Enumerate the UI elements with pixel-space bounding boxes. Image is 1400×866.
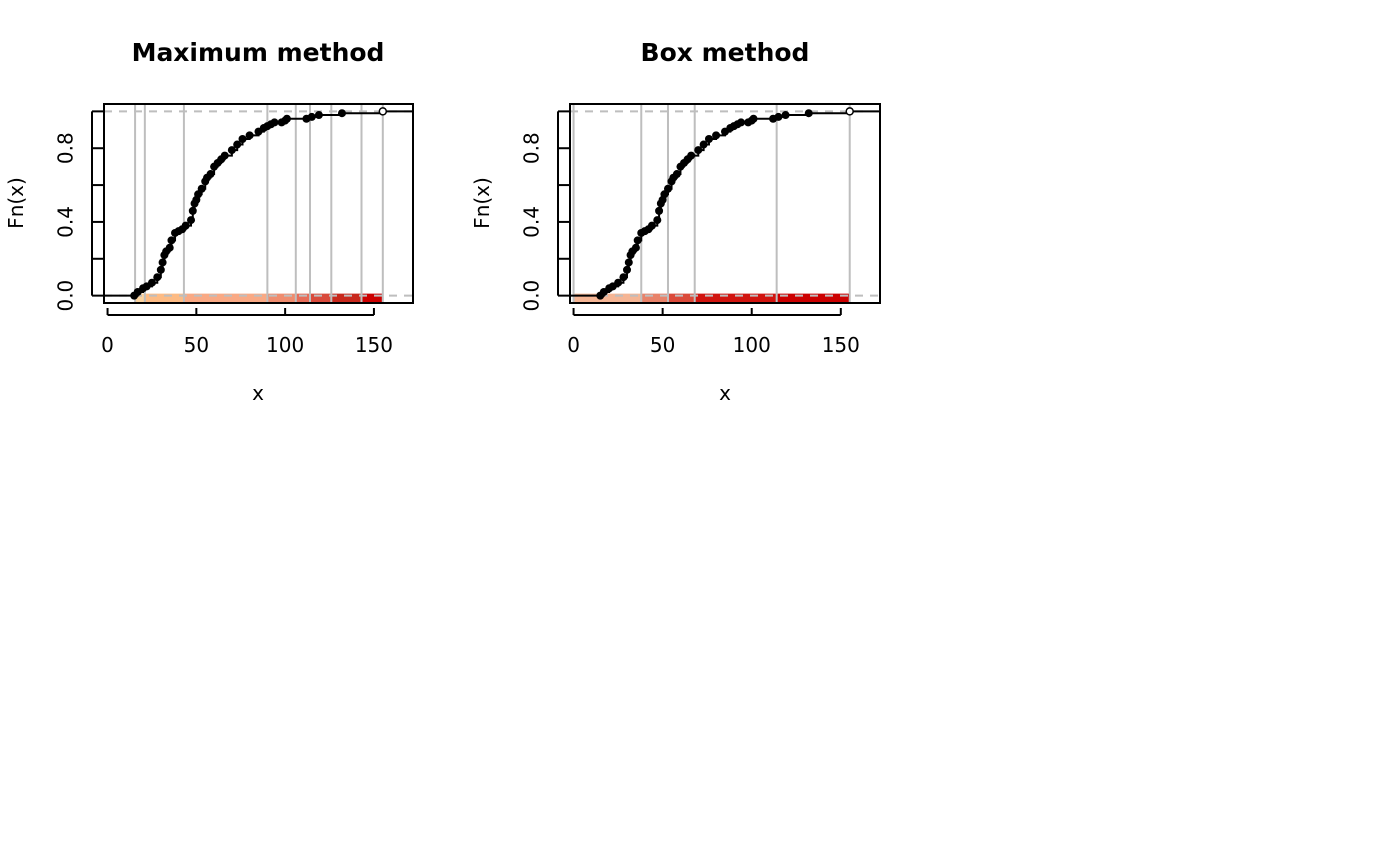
ecdf-point [206, 170, 215, 179]
ecdf-point [647, 221, 656, 230]
class-color-band [776, 293, 850, 302]
ecdf-point [147, 278, 156, 287]
ecdf-point [804, 109, 813, 118]
x-axis-label: x [719, 381, 731, 405]
class-color-band [694, 293, 777, 302]
class-color-band [641, 293, 668, 302]
ecdf-point [653, 216, 662, 225]
class-color-band [183, 293, 268, 302]
class-color-band [361, 293, 383, 302]
ecdf-point [749, 114, 758, 123]
ecdf-point [220, 151, 229, 160]
plot-area: 0 50 100 150 0.0 0.4 0.8 [520, 103, 881, 357]
ecdf-point [781, 111, 790, 120]
x-tick-label: 50 [184, 333, 209, 357]
ecdf-point [633, 236, 642, 245]
ecdf-point [270, 118, 279, 127]
ecdf-point [227, 146, 236, 155]
panel-box-method: Box method 0 50 100 150 0.0 0.4 0.8 x Fn(x) [470, 38, 881, 405]
ecdf-point [165, 243, 174, 252]
y-axis-label: Fn(x) [470, 177, 494, 229]
ecdf-point [737, 118, 746, 127]
ecdf-point [694, 146, 703, 155]
ecdf-point [614, 278, 623, 287]
y-tick-label: 0.0 [54, 280, 78, 312]
x-tick-label: 100 [266, 333, 304, 357]
ecdf-point [158, 258, 167, 267]
ecdf-point [672, 170, 681, 179]
class-color-band [573, 293, 642, 302]
x-tick-label: 150 [822, 333, 860, 357]
ecdf-point [699, 140, 708, 149]
ecdf-point [153, 273, 162, 282]
ecdf-point [245, 131, 254, 140]
y-tick-label: 0.0 [520, 280, 544, 312]
x-axis-label: x [252, 381, 264, 405]
x-tick-label: 150 [355, 333, 393, 357]
ecdf-point [687, 151, 696, 160]
y-tick-label: 0.8 [520, 132, 544, 164]
ecdf-point [663, 184, 672, 193]
y-axis-label: Fn(x) [4, 177, 28, 229]
class-color-band [310, 293, 332, 302]
ecdf-point [774, 112, 783, 121]
ecdf-point [233, 140, 242, 149]
ecdf-point [197, 184, 206, 193]
class-color-band [144, 293, 184, 302]
x-tick-label: 0 [567, 333, 580, 357]
ecdf-point [181, 221, 190, 230]
x-tick-label: 100 [733, 333, 771, 357]
ecdf-point [378, 107, 388, 116]
plot-area: 0 50 100 150 0.0 0.4 0.8 [54, 103, 414, 357]
ecdf-point [623, 265, 632, 274]
plot-frame [103, 103, 414, 304]
ecdf-point [704, 135, 713, 144]
class-color-band [267, 293, 296, 302]
class-color-band [667, 293, 695, 302]
ecdf-point [156, 265, 165, 274]
ecdf-point [624, 258, 633, 267]
ecdf-point [188, 206, 197, 215]
y-tick-label: 0.4 [520, 206, 544, 238]
chart-title: Maximum method [132, 38, 385, 67]
x-tick-label: 0 [101, 333, 114, 357]
chart-title: Box method [641, 38, 810, 67]
x-tick-label: 50 [650, 333, 675, 357]
ecdf-point [619, 273, 628, 282]
class-color-band [331, 293, 362, 302]
plot-frame [569, 103, 881, 304]
class-color-band [295, 293, 310, 302]
y-tick-label: 0.8 [54, 132, 78, 164]
ecdf-point [307, 112, 316, 121]
ecdf-point [167, 236, 176, 245]
ecdf-point [337, 109, 346, 118]
ecdf-point [655, 206, 664, 215]
ecdf-point [238, 135, 247, 144]
ecdf-point [187, 216, 196, 225]
ecdf-point [282, 114, 291, 123]
class-color-band [135, 293, 145, 302]
panel-maximum-method: Maximum method 0 50 100 150 0.0 0.4 0.8 x Fn(x… [4, 38, 414, 405]
y-tick-label: 0.4 [54, 206, 78, 238]
ecdf-point [712, 131, 721, 140]
ecdf-point [845, 107, 854, 116]
ecdf-point [631, 243, 640, 252]
ecdf-point [314, 111, 323, 120]
